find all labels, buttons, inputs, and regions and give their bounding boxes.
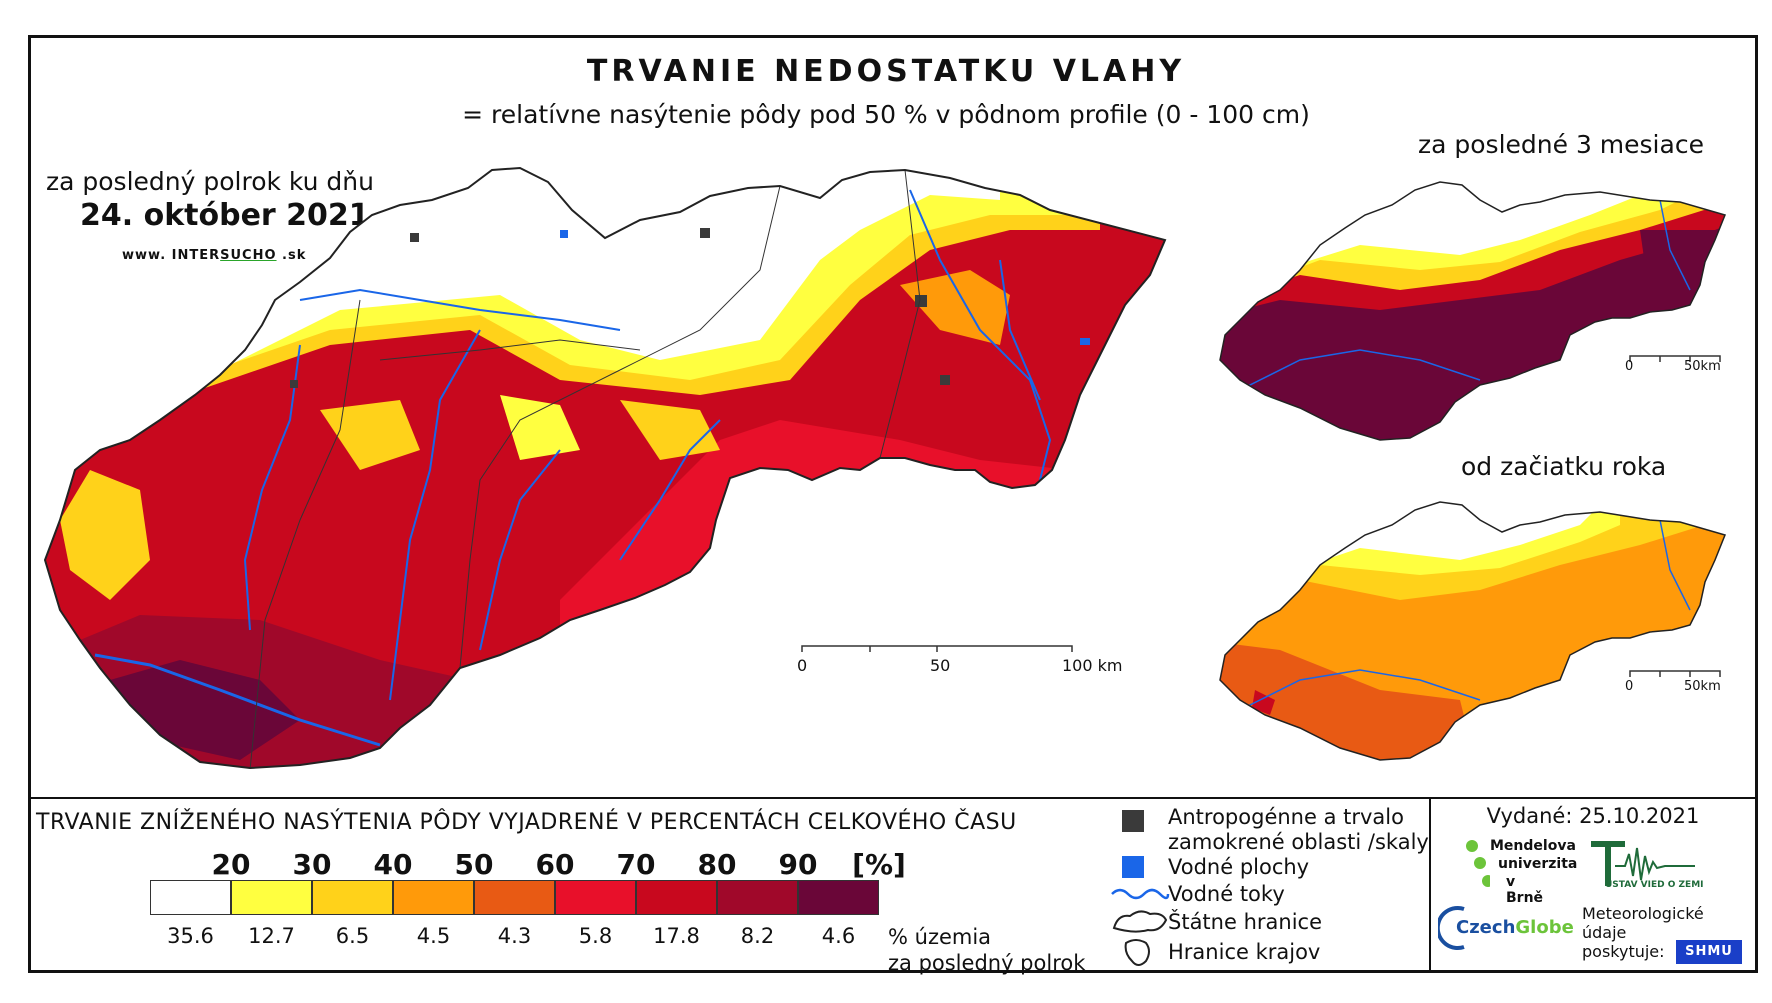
- legend-swatch-4: [474, 880, 555, 915]
- legend-swatch-6: [636, 880, 717, 915]
- legend-swatch-7: [717, 880, 798, 915]
- legend-percentage-3: 4.5: [416, 924, 451, 948]
- main-state-border: [43, 166, 1167, 770]
- legend-percentage-7: 8.2: [740, 924, 775, 948]
- inset-top-scale-tick-50: 50km: [1684, 359, 1721, 374]
- map-subtitle: = relatívne nasýtenie pôdy pod 50 % v pô…: [462, 100, 1310, 129]
- region-border-symbol-icon: [1124, 939, 1150, 966]
- issued-date: Vydané: 25.10.2021: [1486, 804, 1700, 828]
- legend-percentage-1: 12.7: [248, 924, 295, 948]
- mendel-line1: Mendelova: [1490, 838, 1576, 854]
- map-title: TRVANIE NEDOSTATKU VLAHY: [586, 54, 1186, 89]
- mendel-line2: univerzita: [1498, 856, 1578, 872]
- shmu-logo: SHMU: [1676, 940, 1742, 964]
- legend-anthropogenic-line2: zamokrené oblasti /skaly: [1168, 830, 1429, 854]
- inset-top-label: za posledné 3 mesiace: [1418, 130, 1704, 159]
- inset-bottom-map: [1220, 502, 1725, 760]
- legend-threshold-3: 50: [454, 848, 494, 881]
- main-scale-tick-0: 0: [797, 656, 808, 675]
- legend-region-borders: Hranice krajov: [1168, 940, 1321, 964]
- inset-top-scale-bar: [1629, 355, 1721, 362]
- meteo-line3: poskytuje:: [1582, 942, 1665, 961]
- legend-threshold-1: 30: [292, 848, 332, 881]
- main-date: 24. október 2021: [80, 198, 370, 233]
- inset-bottom-state-border: [1219, 501, 1727, 761]
- legend-swatch-3: [393, 880, 474, 915]
- legend-anthropogenic-line1: Antropogénne a trvalo: [1168, 805, 1404, 829]
- inset-top-state-border: [1219, 181, 1727, 441]
- website-label: www. INTERSUCHO .sk: [122, 248, 306, 263]
- legend-percent-label: % územia za posledný polrok: [888, 924, 1085, 976]
- website-prefix: www. INTER: [122, 248, 221, 263]
- legend-percentage-6: 17.8: [653, 924, 700, 948]
- legend-threshold-0: 20: [211, 848, 251, 881]
- legend-swatch-8: [798, 880, 879, 915]
- ustav-logo: ÚSTAV VIED O ZEMI: [1585, 836, 1705, 900]
- percent-label-line1: % územia: [888, 925, 992, 949]
- legend-percentage-0: 35.6: [167, 924, 214, 948]
- seismograph-icon: [1591, 841, 1695, 886]
- legend-anthropogenic: Antropogénne a trvalo zamokrené oblasti …: [1168, 805, 1429, 855]
- legend-water-bodies: Vodné plochy: [1168, 855, 1310, 879]
- legend-threshold-7: 90: [778, 848, 818, 881]
- main-period-label: za posledný polrok ku dňu: [46, 167, 374, 196]
- inset-bottom-scale-tick-50: 50km: [1684, 679, 1721, 694]
- inset-top-scale-tick-0: 0: [1625, 359, 1634, 374]
- main-scale-tick-100: 100 km: [1062, 656, 1123, 675]
- water-body-symbol-icon: [1122, 856, 1144, 878]
- meteo-credit: Meteorologické údaje poskytuje:: [1582, 904, 1704, 961]
- inset-top-map: [1220, 182, 1725, 440]
- meteo-line2: údaje: [1582, 923, 1627, 942]
- legend-swatch-0: [150, 880, 231, 915]
- czechglobe-wordmark: CzechGlobe: [1456, 917, 1574, 938]
- main-map: [45, 168, 1165, 768]
- legend-swatch-1: [231, 880, 312, 915]
- czechglobe-arc-icon: [1438, 906, 1465, 950]
- legend-threshold-6: 80: [697, 848, 737, 881]
- website-suffix: .sk: [276, 248, 307, 263]
- mendel-dots-icon: [1466, 840, 1490, 887]
- legend-water-streams: Vodné toky: [1168, 882, 1285, 906]
- inset-bottom-label: od začiatku roka: [1461, 452, 1667, 481]
- legend-threshold-5: 70: [616, 848, 656, 881]
- legend-divider: [28, 797, 1758, 799]
- legend-threshold-8: [%]: [852, 848, 906, 881]
- logo-divider: [1429, 797, 1431, 973]
- czechglobe-b: Globe: [1515, 917, 1574, 938]
- legend-percentage-2: 6.5: [335, 924, 370, 948]
- legend-threshold-4: 60: [535, 848, 575, 881]
- legend-title: TRVANIE ZNÍŽENÉHO NASÝTENIA PÔDY VYJADRE…: [36, 810, 1017, 835]
- percent-label-line2: za posledný polrok: [888, 951, 1086, 975]
- legend-percentage-4: 4.3: [497, 924, 532, 948]
- legend-swatch-2: [312, 880, 393, 915]
- inset-bottom-scale-tick-0: 0: [1625, 679, 1634, 694]
- state-border-symbol-icon: [1112, 910, 1168, 933]
- mendel-line3: v Brně: [1506, 874, 1544, 906]
- main-scale-bar: [801, 645, 1073, 652]
- legend-percentage-5: 5.8: [578, 924, 613, 948]
- meteo-line1: Meteorologické: [1582, 904, 1704, 923]
- anthropogenic-symbol-icon: [1122, 810, 1144, 832]
- legend-percentage-8: 4.6: [821, 924, 856, 948]
- legend-threshold-2: 40: [373, 848, 413, 881]
- legend-swatch-5: [555, 880, 636, 915]
- inset-bottom-scale-bar: [1629, 670, 1721, 677]
- water-stream-symbol-icon: [1111, 888, 1170, 900]
- main-scale-tick-50: 50: [930, 656, 951, 675]
- website-mid: SUCHO: [220, 248, 277, 263]
- ustav-label: ÚSTAV VIED O ZEMI: [1605, 880, 1704, 890]
- czechglobe-a: Czech: [1456, 917, 1516, 938]
- legend-state-borders: Štátne hranice: [1168, 910, 1322, 934]
